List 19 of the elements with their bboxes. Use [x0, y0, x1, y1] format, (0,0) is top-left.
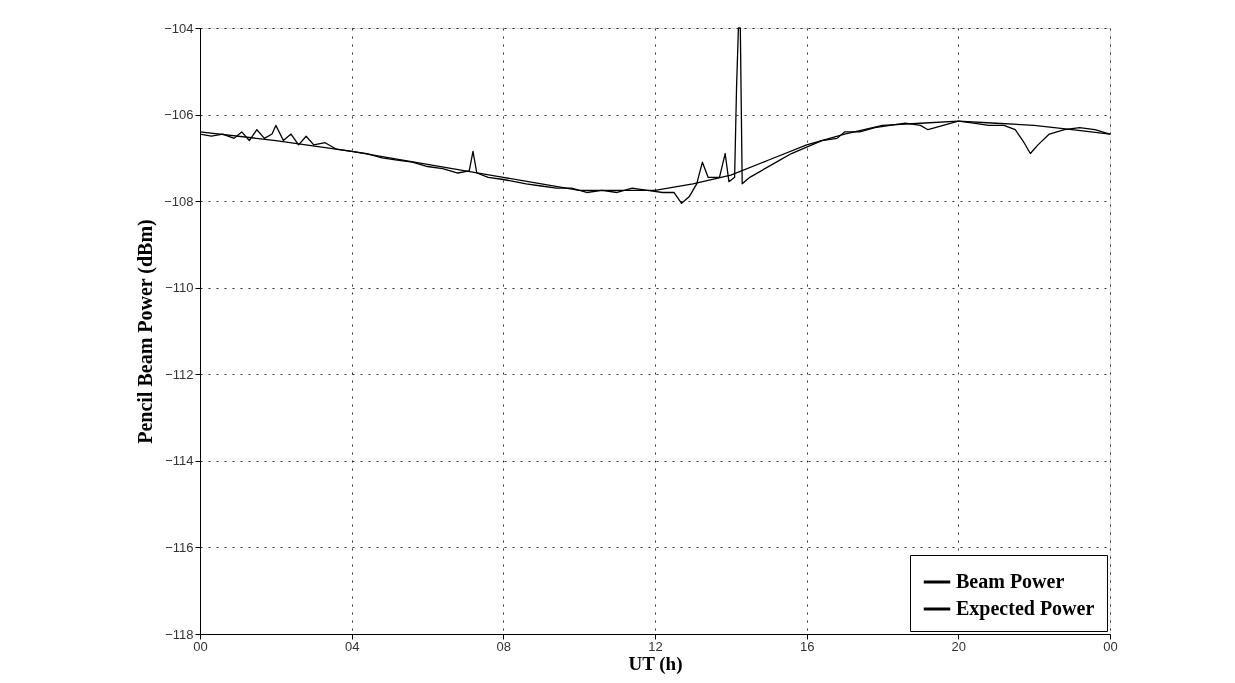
legend-label: Beam Power [956, 570, 1065, 592]
x-tick-label: 00 [193, 638, 208, 654]
y-tick-label: −118 [165, 626, 194, 642]
x-axis-title: UT (h) [628, 652, 683, 675]
y-tick-label: −112 [165, 366, 194, 382]
x-tick-label: 16 [799, 638, 815, 654]
y-tick-label: −106 [164, 107, 194, 123]
x-tick-label: 04 [344, 638, 360, 654]
x-tick-label: 12 [648, 638, 663, 654]
x-tick-label: 08 [496, 638, 512, 654]
y-tick-label: −114 [165, 453, 194, 469]
y-tick-label: −104 [164, 20, 194, 36]
y-tick-label: −108 [164, 193, 194, 209]
x-tick-label: 20 [951, 638, 967, 654]
y-tick-label: −116 [165, 539, 194, 555]
x-tick-label: 00 [1103, 638, 1118, 654]
legend-label: Expected Power [956, 597, 1095, 620]
y-axis-title: Pencil Beam Power (dBm) [134, 219, 158, 444]
y-tick-label: −110 [165, 280, 194, 296]
